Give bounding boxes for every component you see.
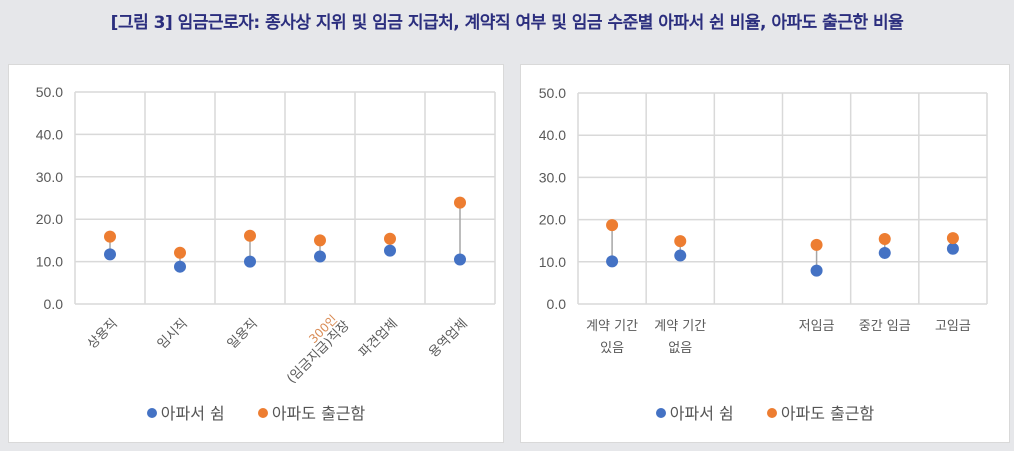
svg-text:계약 기간: 계약 기간: [654, 319, 706, 334]
svg-text:중간 임금: 중간 임금: [859, 319, 911, 334]
orange-dot-icon: [257, 408, 268, 418]
svg-text:파견업체: 파견업체: [356, 316, 400, 360]
orange-dot-icon: [766, 408, 777, 418]
figure-title: [그림 3] 임금근로자: 종사상 지위 및 임금 지급처, 계약직 여부 및 …: [110, 13, 904, 33]
svg-text:없음: 없음: [668, 341, 692, 356]
chart-legend: 아파서 쉼 아파도 출근함: [9, 400, 503, 424]
svg-text:30.0: 30.0: [36, 169, 63, 185]
svg-text:용역업체: 용역업체: [426, 316, 470, 360]
svg-text:일용직: 일용직: [225, 316, 261, 352]
chart-legend: 아파서 쉼 아파도 출근함: [521, 400, 1009, 424]
svg-text:0.0: 0.0: [547, 296, 567, 312]
svg-text:20.0: 20.0: [36, 211, 63, 227]
svg-text:50.0: 50.0: [36, 84, 63, 100]
svg-text:임시직: 임시직: [155, 316, 191, 352]
legend-item-sick-leave: 아파서 쉼: [146, 400, 225, 424]
svg-text:50.0: 50.0: [539, 85, 566, 101]
blue-dot-icon: [655, 408, 666, 418]
svg-text:저임금: 저임금: [799, 319, 835, 334]
svg-text:상용직: 상용직: [85, 316, 121, 352]
svg-text:20.0: 20.0: [539, 212, 566, 228]
svg-text:계약 기간: 계약 기간: [586, 319, 638, 334]
svg-text:0.0: 0.0: [44, 296, 64, 312]
svg-text:40.0: 40.0: [539, 127, 566, 143]
svg-text:있음: 있음: [600, 341, 624, 356]
blue-dot-icon: [146, 408, 157, 418]
svg-text:고임금: 고임금: [935, 319, 971, 334]
legend-item-presenteeism: 아파도 출근함: [766, 400, 874, 424]
svg-text:10.0: 10.0: [539, 254, 566, 270]
chart-employment-status: 0.0 10.0 20.0 30.0 40.0 50.0 상용직 임시직 일용직 300인 (임금지…: [8, 64, 504, 443]
legend-item-presenteeism: 아파도 출근함: [257, 400, 365, 424]
svg-text:10.0: 10.0: [36, 254, 63, 270]
svg-text:40.0: 40.0: [36, 126, 63, 142]
legend-item-sick-leave: 아파서 쉼: [655, 400, 734, 424]
svg-text:30.0: 30.0: [539, 169, 566, 185]
